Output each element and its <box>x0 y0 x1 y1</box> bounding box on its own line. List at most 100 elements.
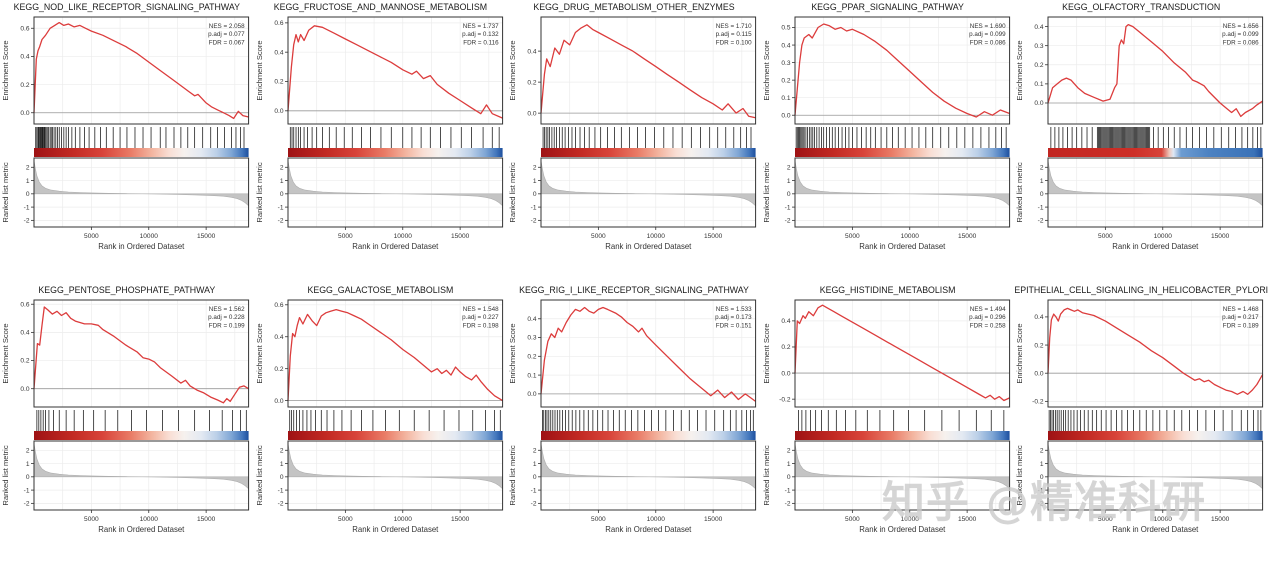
es-plot-border <box>287 16 503 125</box>
y-tick-label: 0.1 <box>781 95 790 102</box>
x-tick-label: 15000 <box>704 515 723 522</box>
y-tick-label: 0 <box>1040 191 1044 198</box>
metric-axis-label: Ranked list metric <box>762 162 771 222</box>
stat-fdr: FDR = 0.100 <box>716 39 752 46</box>
y-tick-label: 0.0 <box>1035 100 1044 107</box>
ranked-metric-area <box>33 442 249 489</box>
rank-color-band <box>794 430 1010 440</box>
y-tick-label: -2 <box>1038 218 1044 225</box>
y-tick-label: -2 <box>531 218 537 225</box>
ranked-metric-area <box>540 442 757 489</box>
y-tick-label: 0 <box>533 191 537 198</box>
enrichment-score-curve <box>540 306 757 402</box>
y-tick-label: 0.6 <box>274 20 283 27</box>
x-tick-label: 5000 <box>1098 233 1113 240</box>
y-tick-label: 0.6 <box>274 301 283 308</box>
stat-fdr: FDR = 0.258 <box>970 322 1006 329</box>
x-tick-label: 10000 <box>647 515 666 522</box>
gsea-panel-5: KEGG_OLFACTORY_TRANSDUCTION NES = 1.656 p.… <box>1014 0 1268 283</box>
es-axis-label: Enrichment Score <box>1 323 10 383</box>
y-tick-label: -2 <box>277 500 283 507</box>
stat-padj: p.adj = 0.077 <box>208 31 245 38</box>
y-tick-label: 0.0 <box>20 110 29 117</box>
gsea-panel-1: KEGG_NOD_LIKE_RECEPTOR_SIGNALING_PATHWAY… <box>0 0 254 283</box>
x-tick-label: 15000 <box>451 515 470 522</box>
y-tick-label: 2 <box>279 164 283 171</box>
rank-color-band <box>794 148 1010 157</box>
es-plot-background <box>287 17 503 125</box>
x-axis-label: Rank in Ordered Dataset <box>98 242 185 251</box>
es-plot-background <box>33 17 249 125</box>
metric-plot-border <box>794 157 1010 228</box>
es-plot-border <box>33 16 250 125</box>
x-tick-label: 10000 <box>900 233 919 240</box>
x-tick-label: 15000 <box>1211 515 1230 522</box>
y-tick-label: 2 <box>279 447 283 454</box>
metric-plot-border <box>1047 157 1264 228</box>
stat-fdr: FDR = 0.086 <box>1223 39 1259 46</box>
y-tick-label: 0.2 <box>274 79 283 86</box>
y-tick-label: 1 <box>279 460 283 467</box>
y-tick-label: 0.5 <box>781 25 790 32</box>
es-plot-background <box>541 17 756 125</box>
metric-plot-border <box>33 439 250 510</box>
metric-axis-label: Ranked list metric <box>1 162 10 222</box>
y-tick-label: 0.0 <box>274 108 283 115</box>
rank-color-band <box>541 148 756 157</box>
y-tick-label: 0 <box>533 474 537 481</box>
y-tick-label: 0.4 <box>1035 24 1044 31</box>
y-tick-label: -1 <box>24 204 30 211</box>
y-tick-label: 2 <box>26 447 30 454</box>
enrichment-score-curve <box>1047 307 1264 395</box>
y-tick-label: 2 <box>787 447 791 454</box>
y-tick-label: -1 <box>784 204 790 211</box>
enrichment-score-curve <box>33 21 249 120</box>
stat-padj: p.adj = 0.099 <box>969 31 1006 38</box>
x-tick-label: 5000 <box>1098 515 1113 522</box>
y-tick-label: 0 <box>787 191 791 198</box>
x-axis-label: Rank in Ordered Dataset <box>605 242 692 251</box>
rank-color-band <box>287 430 503 440</box>
y-tick-label: 1 <box>533 460 537 467</box>
y-tick-label: 0.2 <box>20 82 29 89</box>
y-tick-label: 0.4 <box>781 318 790 325</box>
y-tick-label: 1 <box>787 460 791 467</box>
y-tick-label: 1 <box>279 178 283 185</box>
es-plot-background <box>541 299 756 407</box>
y-tick-label: -1 <box>277 487 283 494</box>
ranked-metric-area <box>33 159 249 207</box>
metric-plot-border <box>540 157 757 228</box>
stat-padj: p.adj = 0.217 <box>1222 314 1259 321</box>
metric-axis-label: Ranked list metric <box>1015 162 1024 222</box>
gsea-panel-10: EPITHELIAL_CELL_SIGNALING_IN_HELICOBACTE… <box>1014 283 1268 565</box>
panel-title: KEGG_DRUG_METABOLISM_OTHER_ENZYMES <box>533 2 735 12</box>
metric-axis-label: Ranked list metric <box>508 162 517 222</box>
stat-fdr: FDR = 0.086 <box>970 39 1006 46</box>
y-tick-label: 0.4 <box>20 329 29 336</box>
x-tick-label: 10000 <box>393 515 412 522</box>
y-tick-label: 0.3 <box>781 60 790 67</box>
y-tick-label: 0.2 <box>781 344 790 351</box>
ranked-metric-area <box>794 159 1010 207</box>
metric-plot-border <box>287 439 503 510</box>
y-tick-label: 2 <box>1040 164 1044 171</box>
x-tick-label: 15000 <box>197 515 216 522</box>
stat-nes: NES = 1.533 <box>716 306 752 313</box>
x-tick-label: 5000 <box>591 233 606 240</box>
y-tick-label: 2 <box>26 164 30 171</box>
gsea-panel-4: KEGG_PPAR_SIGNALING_PATHWAY NES = 1.690 p.… <box>761 0 1015 283</box>
metric-axis-label: Ranked list metric <box>1 445 10 505</box>
y-tick-label: -1 <box>784 487 790 494</box>
x-axis-label: Rank in Ordered Dataset <box>1113 242 1200 251</box>
y-tick-label: 0.0 <box>20 385 29 392</box>
y-tick-label: 0.2 <box>528 79 537 86</box>
y-tick-label: 0.0 <box>528 391 537 398</box>
enrichment-score-curve <box>794 304 1010 401</box>
stat-nes: NES = 1.548 <box>462 306 498 313</box>
x-tick-label: 10000 <box>393 233 412 240</box>
x-axis-label: Rank in Ordered Dataset <box>98 524 185 533</box>
y-tick-label: -1 <box>1038 487 1044 494</box>
